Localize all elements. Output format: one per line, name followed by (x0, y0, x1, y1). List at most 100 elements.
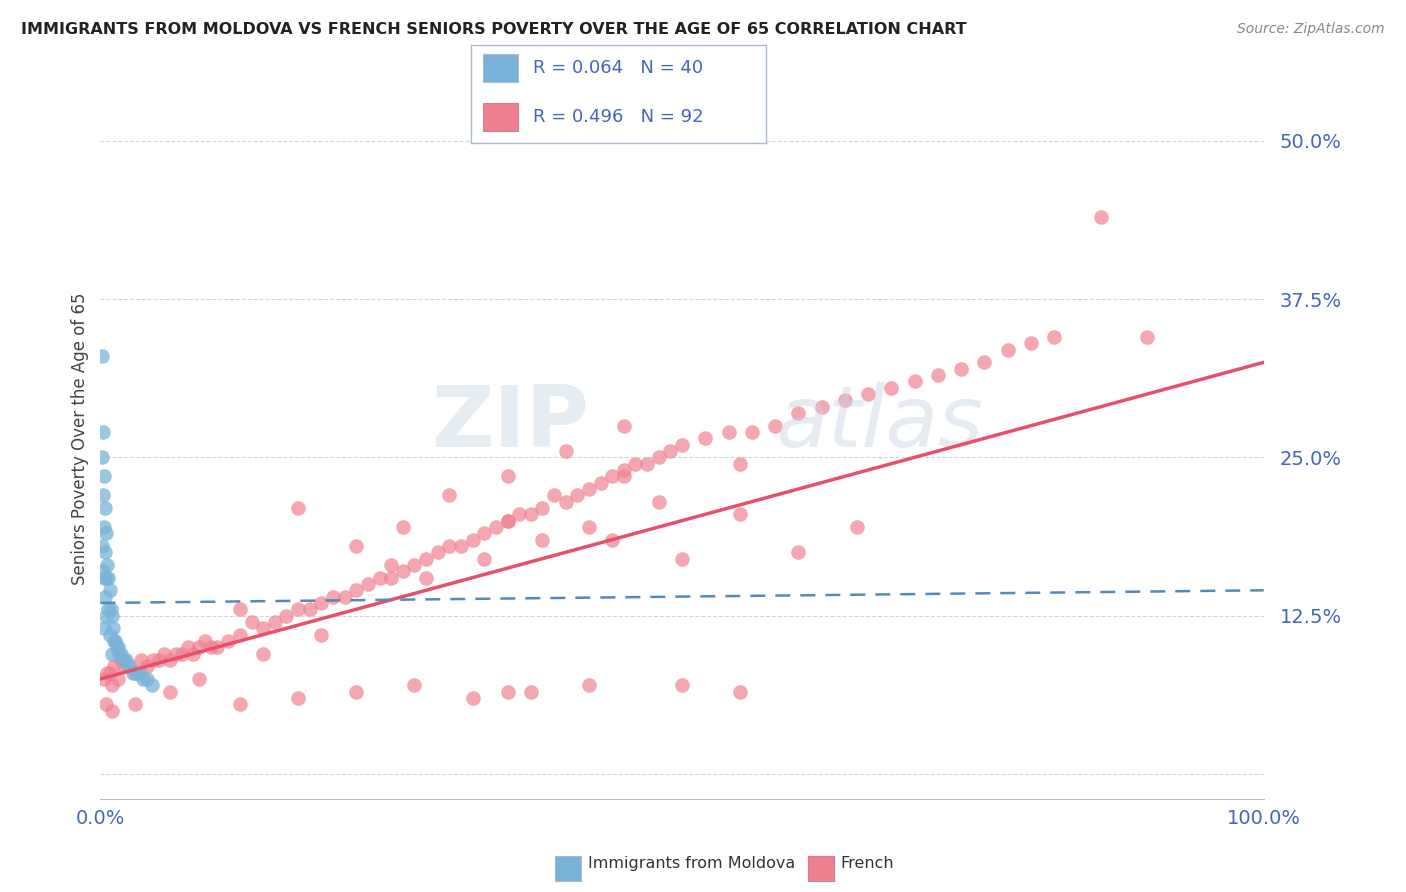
Point (671, 437, 693, 451)
Point (531, 500, 554, 515)
Point (1090, 210, 1112, 224)
Text: R = 0.496   N = 92: R = 0.496 N = 92 (533, 108, 703, 126)
Point (1019, 336, 1042, 351)
Point (554, 444, 576, 458)
Point (170, 647, 193, 661)
Point (194, 634, 217, 648)
Point (112, 659, 135, 673)
Point (461, 533, 484, 547)
Point (110, 647, 132, 661)
Point (392, 520, 415, 534)
Point (368, 571, 391, 585)
Point (263, 615, 285, 629)
Point (96, 608, 118, 623)
Point (648, 494, 671, 508)
Point (100, 602, 122, 616)
Point (217, 634, 239, 648)
Point (578, 482, 600, 496)
Point (124, 665, 146, 680)
Point (589, 475, 612, 490)
Point (93, 571, 115, 585)
Point (129, 653, 152, 667)
Point (531, 533, 554, 547)
Point (787, 545, 810, 559)
Point (101, 647, 124, 661)
Text: Immigrants from Moldova: Immigrants from Moldova (588, 856, 794, 871)
Point (93, 621, 115, 635)
Point (520, 684, 543, 698)
Point (671, 551, 693, 566)
Point (1136, 330, 1159, 344)
Point (96, 698, 118, 712)
Point (415, 571, 437, 585)
Point (834, 393, 856, 408)
Point (142, 653, 165, 667)
Point (600, 533, 623, 547)
Point (94, 590, 117, 604)
Point (229, 698, 252, 712)
Point (101, 704, 124, 718)
Point (728, 508, 751, 522)
Point (98, 583, 121, 598)
Point (287, 690, 309, 705)
Point (101, 608, 124, 623)
Point (108, 647, 131, 661)
Y-axis label: Seniors Poverty Over the Age of 65: Seniors Poverty Over the Age of 65 (72, 292, 89, 584)
Point (165, 647, 187, 661)
Point (496, 514, 519, 528)
Point (404, 678, 426, 692)
Point (659, 444, 682, 458)
Point (240, 615, 263, 629)
Point (107, 672, 129, 686)
Point (93, 520, 115, 534)
Point (91, 425, 114, 439)
Point (600, 469, 623, 483)
Point (96, 571, 118, 585)
Point (613, 463, 636, 477)
Point (96, 665, 118, 680)
Point (141, 678, 163, 692)
Point (333, 590, 356, 604)
Point (439, 539, 461, 553)
Point (380, 571, 402, 585)
Point (176, 640, 198, 655)
Point (200, 640, 222, 655)
Text: R = 0.064   N = 40: R = 0.064 N = 40 (533, 59, 703, 77)
Point (298, 602, 321, 616)
Point (105, 640, 128, 655)
Point (97, 602, 120, 616)
Point (717, 425, 740, 439)
Point (357, 577, 380, 591)
Point (472, 526, 495, 541)
Point (973, 355, 995, 369)
Point (472, 551, 495, 566)
Point (98, 665, 121, 680)
Point (344, 583, 367, 598)
Point (135, 672, 157, 686)
Point (101, 621, 124, 635)
Point (107, 640, 129, 655)
Point (148, 653, 170, 667)
Point (485, 520, 508, 534)
Point (728, 684, 751, 698)
Point (904, 375, 927, 389)
Point (322, 590, 344, 604)
Point (159, 684, 181, 698)
Point (90, 349, 112, 363)
Point (91, 488, 114, 502)
Point (103, 659, 125, 673)
Point (159, 653, 181, 667)
Point (856, 387, 879, 401)
Point (311, 627, 333, 641)
Point (118, 659, 141, 673)
Point (1043, 330, 1066, 344)
Point (129, 665, 152, 680)
Text: IMMIGRANTS FROM MOLDOVA VS FRENCH SENIORS POVERTY OVER THE AGE OF 65 CORRELATION: IMMIGRANTS FROM MOLDOVA VS FRENCH SENIOR… (21, 22, 967, 37)
Point (94, 500, 117, 515)
Point (845, 520, 868, 534)
Point (229, 627, 252, 641)
Point (188, 640, 211, 655)
Point (927, 368, 949, 382)
Point (103, 634, 125, 648)
Point (153, 647, 176, 661)
